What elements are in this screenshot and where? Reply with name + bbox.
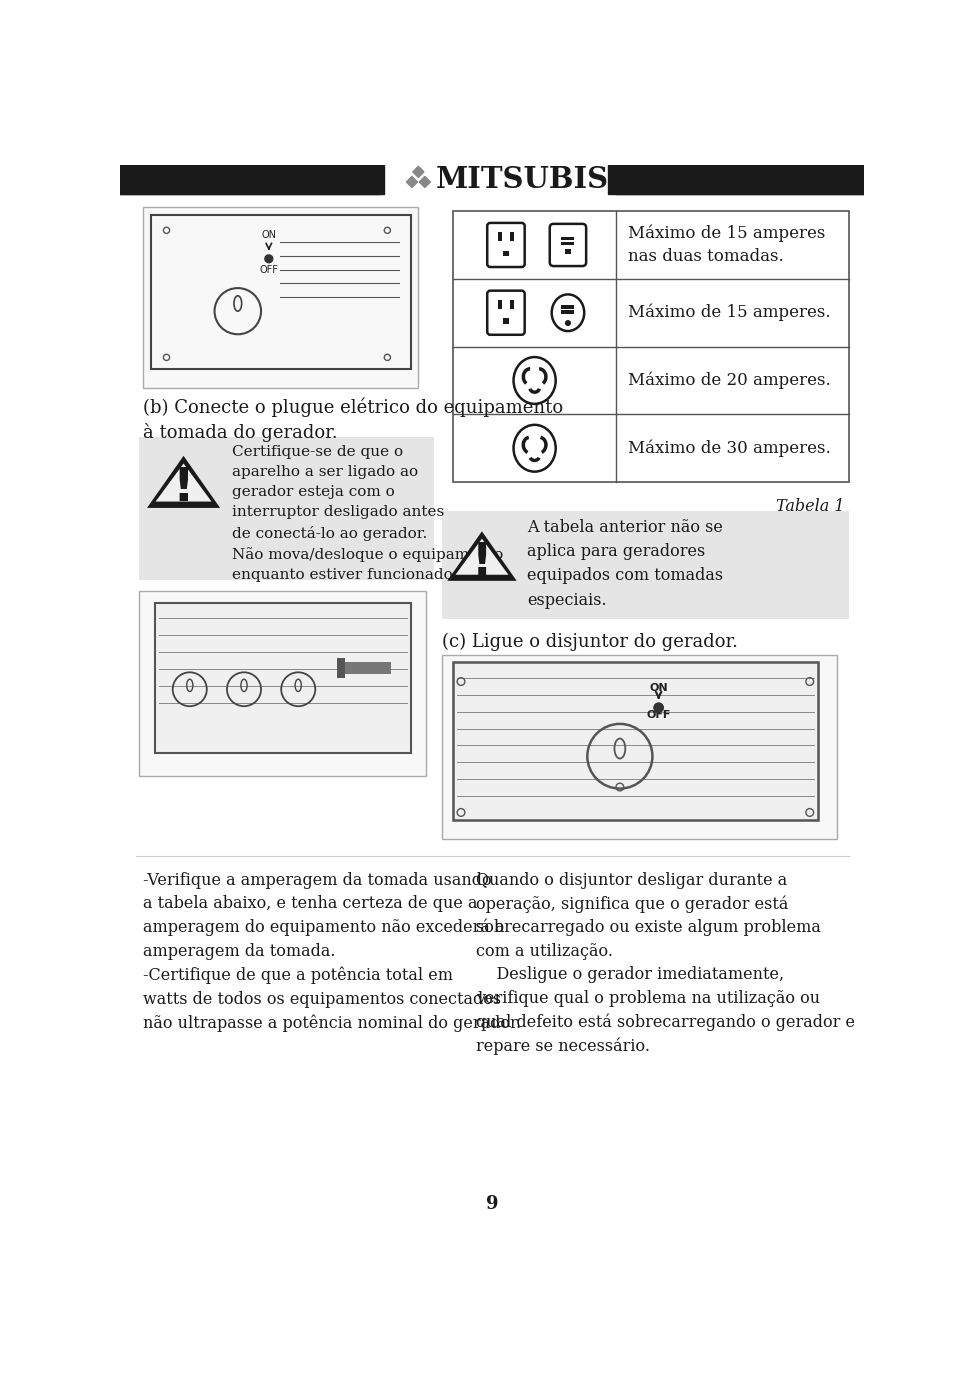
Text: (b) Conecte o plugue elétrico do equipamento
à tomada do gerador.: (b) Conecte o plugue elétrico do equipam…	[143, 397, 564, 442]
Text: 9: 9	[486, 1195, 498, 1213]
Text: -Verifique a amperagem da tomada usando
a tabela abaixo, e tenha certeza de que : -Verifique a amperagem da tomada usando …	[143, 871, 521, 1032]
Bar	[498, 300, 502, 309]
Bar	[151, 214, 411, 370]
Bar	[345, 662, 392, 673]
Bar	[498, 232, 502, 240]
Bar	[453, 212, 849, 482]
Bar	[562, 311, 574, 313]
Bar	[143, 207, 419, 389]
Text: OFF: OFF	[646, 710, 671, 720]
Text: ON: ON	[261, 229, 276, 240]
Bar	[510, 232, 514, 240]
Polygon shape	[455, 539, 509, 574]
Text: (c) Ligue o disjuntor do gerador.: (c) Ligue o disjuntor do gerador.	[442, 633, 737, 651]
Text: Máximo de 15 amperes.: Máximo de 15 amperes.	[628, 304, 830, 322]
Bar	[562, 242, 574, 245]
Bar	[139, 437, 434, 580]
Polygon shape	[420, 176, 430, 187]
Bar	[503, 319, 509, 324]
Polygon shape	[156, 463, 211, 502]
Bar	[120, 165, 864, 194]
Circle shape	[264, 254, 274, 264]
Text: A tabela anterior não se
aplica para geradores
equipados com tomadas
especiais.: A tabela anterior não se aplica para ger…	[527, 519, 723, 609]
Bar	[565, 249, 570, 254]
Bar	[442, 511, 849, 620]
Bar	[120, 165, 379, 194]
Bar	[562, 305, 574, 309]
Bar	[609, 165, 864, 194]
Polygon shape	[413, 166, 424, 177]
Text: ON: ON	[649, 683, 668, 692]
Bar	[510, 300, 514, 309]
Text: MITSUBISHI: MITSUBISHI	[436, 165, 651, 194]
Text: Certifique-se de que o
aparelho a ser ligado ao
gerador esteja com o
interruptor: Certifique-se de que o aparelho a ser li…	[232, 445, 504, 583]
Text: Quando o disjuntor desligar durante a
operação, significa que o gerador está
sob: Quando o disjuntor desligar durante a op…	[476, 871, 855, 1055]
Bar	[139, 591, 426, 776]
Bar	[155, 603, 411, 753]
Text: Máximo de 30 amperes.: Máximo de 30 amperes.	[628, 440, 830, 458]
Bar	[120, 165, 383, 194]
Bar	[337, 658, 345, 677]
Circle shape	[564, 320, 571, 326]
Text: Tabela 1: Tabela 1	[776, 497, 845, 514]
Polygon shape	[150, 459, 217, 507]
Text: !: !	[471, 541, 492, 584]
Text: !: !	[173, 466, 194, 511]
Bar	[562, 236, 574, 240]
Text: OFF: OFF	[259, 265, 278, 275]
Polygon shape	[450, 533, 514, 580]
Bar	[503, 250, 509, 256]
Text: Máximo de 20 amperes.: Máximo de 20 amperes.	[628, 372, 830, 389]
Text: Máximo de 15 amperes
nas duas tomadas.: Máximo de 15 amperes nas duas tomadas.	[628, 224, 825, 265]
Circle shape	[653, 702, 664, 713]
Polygon shape	[406, 176, 418, 187]
Bar	[453, 662, 818, 820]
Bar	[442, 654, 837, 840]
Bar	[616, 165, 864, 194]
